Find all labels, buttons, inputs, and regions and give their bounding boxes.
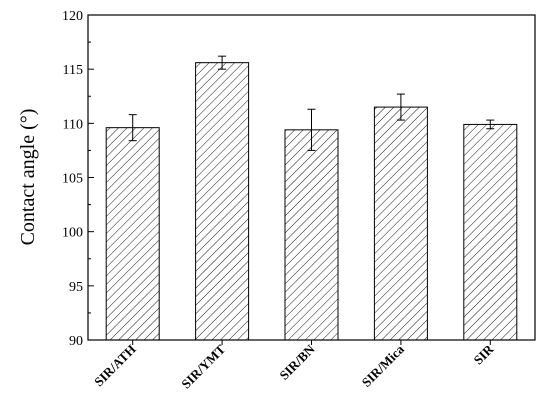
x-tick-label: SIR/Mica: [359, 341, 408, 390]
bar: [463, 123, 518, 341]
bar: [105, 127, 160, 341]
x-tick-label: SIR/YMT: [178, 341, 228, 391]
y-tick-label: 95: [69, 280, 83, 295]
y-tick-label: 100: [62, 226, 83, 241]
y-tick-label: 115: [63, 63, 83, 78]
x-tick-label: SIR/BN: [276, 341, 318, 383]
y-tick-label: 90: [69, 334, 83, 349]
bar: [284, 129, 339, 341]
bar: [373, 106, 428, 341]
y-tick-label: 110: [63, 117, 83, 132]
bars-layer: [105, 62, 518, 341]
y-tick-label: 105: [62, 172, 83, 187]
bar: [195, 62, 250, 341]
y-tick-label: 120: [62, 9, 83, 24]
x-tick-label: SIR: [470, 341, 496, 367]
x-tick-label: SIR/ATH: [91, 342, 139, 390]
y-axis-title: Contact angle (°): [17, 109, 39, 246]
error-bars-layer: [128, 55, 495, 151]
